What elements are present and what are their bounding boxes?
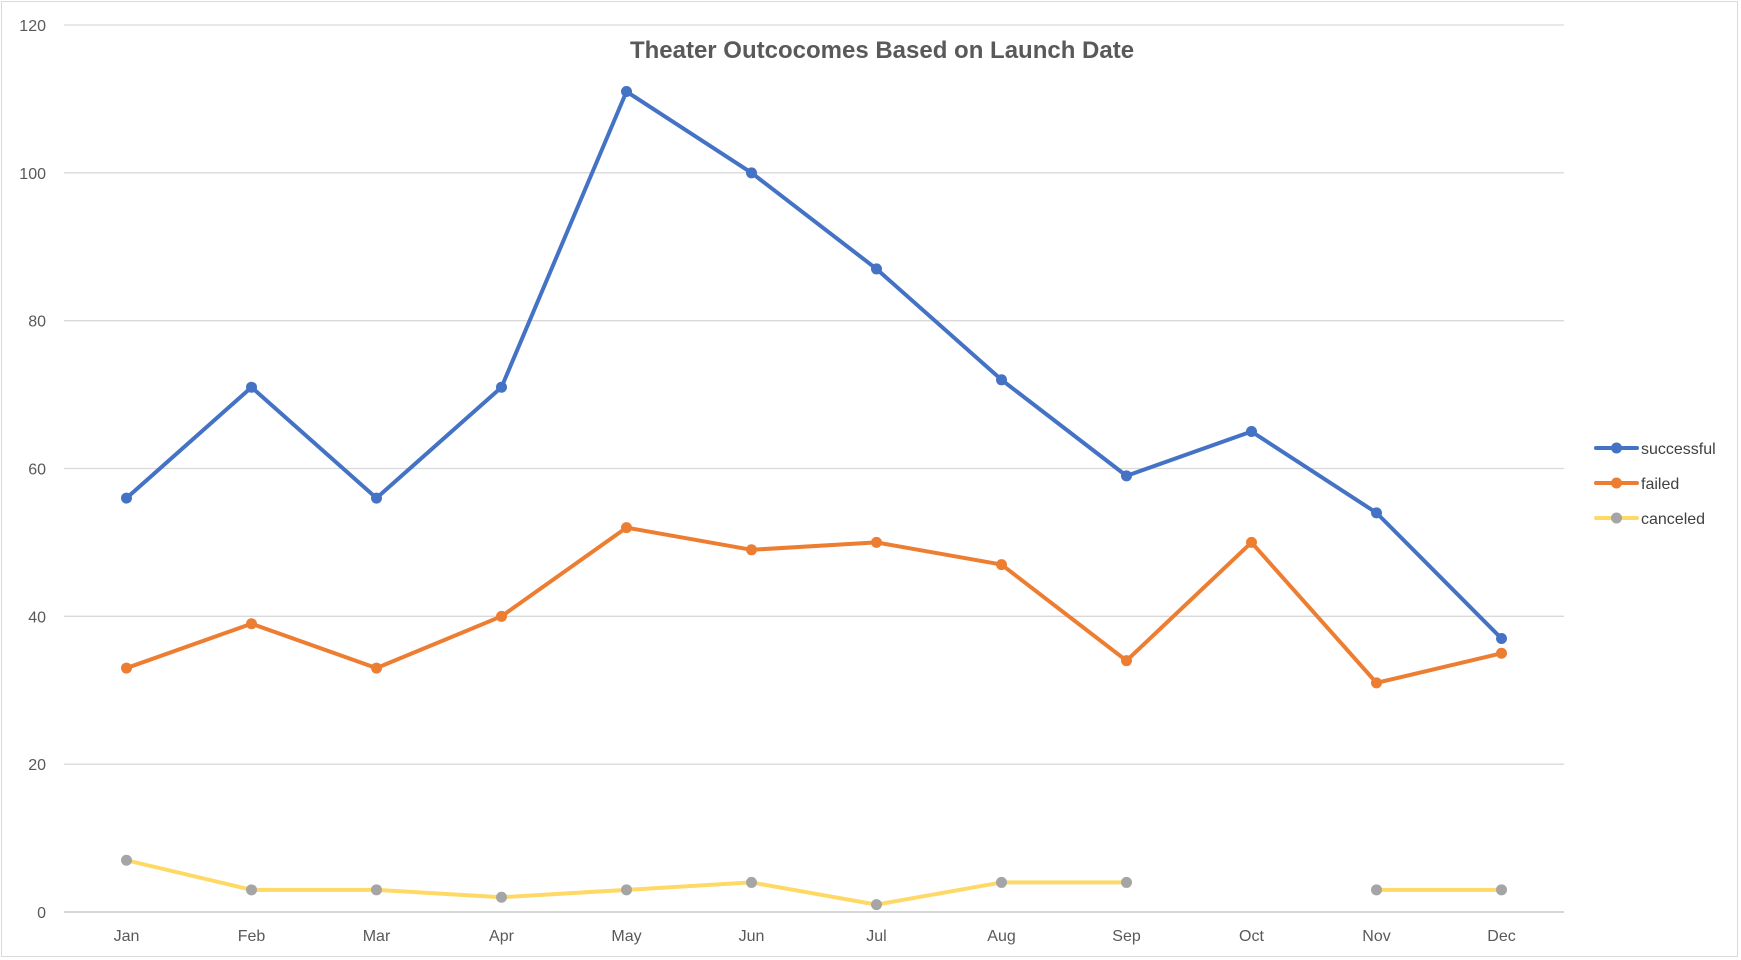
data-point-failed [1496, 647, 1507, 659]
y-tick-label: 20 [28, 757, 46, 774]
legend-marker [1611, 477, 1622, 489]
y-tick-label: 0 [37, 905, 46, 922]
data-point-canceled [496, 891, 507, 903]
data-point-successful [1371, 507, 1382, 519]
y-axis: 0 20 40 60 80 100 120 [19, 18, 46, 922]
data-point-canceled [996, 876, 1007, 888]
data-point-canceled [121, 854, 132, 866]
y-tick-label: 100 [19, 166, 46, 183]
data-point-successful [871, 263, 882, 275]
data-point-failed [121, 662, 132, 674]
data-point-failed [1371, 677, 1382, 689]
data-point-failed [871, 536, 882, 548]
x-tick-label: Aug [987, 928, 1015, 945]
legend-label: failed [1641, 476, 1679, 493]
data-point-canceled [1121, 876, 1132, 888]
data-point-failed [996, 559, 1007, 571]
data-point-failed [496, 610, 507, 622]
y-tick-label: 120 [19, 18, 46, 35]
series-successful [121, 86, 1507, 645]
series-canceled [121, 854, 1507, 911]
x-tick-label: Apr [489, 928, 515, 945]
y-tick-label: 80 [28, 314, 46, 331]
gridlines [64, 24, 1564, 913]
data-point-canceled [621, 884, 632, 896]
data-point-canceled [246, 884, 257, 896]
data-point-failed [1121, 655, 1132, 667]
data-point-canceled [371, 884, 382, 896]
legend-label: canceled [1641, 511, 1705, 528]
x-tick-label: May [611, 928, 641, 945]
x-tick-label: Sep [1112, 928, 1141, 945]
legend-marker [1611, 512, 1622, 524]
legend: successful failed canceled [1594, 441, 1716, 528]
x-tick-label: Jul [866, 928, 886, 945]
legend-label: successful [1641, 441, 1716, 458]
x-tick-label: Jan [114, 928, 140, 945]
legend-item-canceled: canceled [1594, 511, 1705, 528]
y-tick-label: 60 [28, 462, 46, 479]
x-tick-label: Oct [1239, 928, 1264, 945]
data-point-canceled [746, 876, 757, 888]
data-point-canceled [1371, 884, 1382, 896]
legend-marker [1611, 442, 1622, 454]
x-tick-label: Feb [238, 928, 266, 945]
data-point-successful [746, 167, 757, 179]
data-point-successful [246, 381, 257, 393]
data-point-successful [121, 492, 132, 504]
x-tick-label: Dec [1487, 928, 1515, 945]
data-point-successful [1496, 633, 1507, 645]
series-line-canceled [124, 858, 1129, 907]
x-tick-label: Mar [363, 928, 391, 945]
data-point-canceled [1496, 884, 1507, 896]
series-failed [121, 522, 1507, 689]
data-point-successful [1246, 426, 1257, 438]
x-tick-label: Jun [739, 928, 765, 945]
x-tick-label: Nov [1362, 928, 1390, 945]
data-point-successful [621, 86, 632, 98]
data-point-failed [621, 522, 632, 534]
data-point-failed [246, 618, 257, 630]
y-tick-label: 40 [28, 609, 46, 626]
series-line-successful [124, 89, 1504, 641]
data-point-successful [996, 374, 1007, 386]
data-point-failed [371, 662, 382, 674]
data-point-canceled [871, 899, 882, 911]
data-point-failed [746, 544, 757, 556]
data-point-successful [496, 381, 507, 393]
chart-title: Theater Outcocomes Based on Launch Date [630, 37, 1134, 64]
x-axis: Jan Feb Mar Apr May Jun Jul Aug Sep Oct Nov Dec [114, 928, 1516, 945]
data-point-failed [1246, 536, 1257, 548]
legend-item-failed: failed [1594, 476, 1679, 493]
plot-series [121, 86, 1507, 911]
series-line-failed [124, 525, 1504, 685]
legend-item-successful: successful [1594, 441, 1716, 458]
data-point-successful [371, 492, 382, 504]
data-point-successful [1121, 470, 1132, 482]
